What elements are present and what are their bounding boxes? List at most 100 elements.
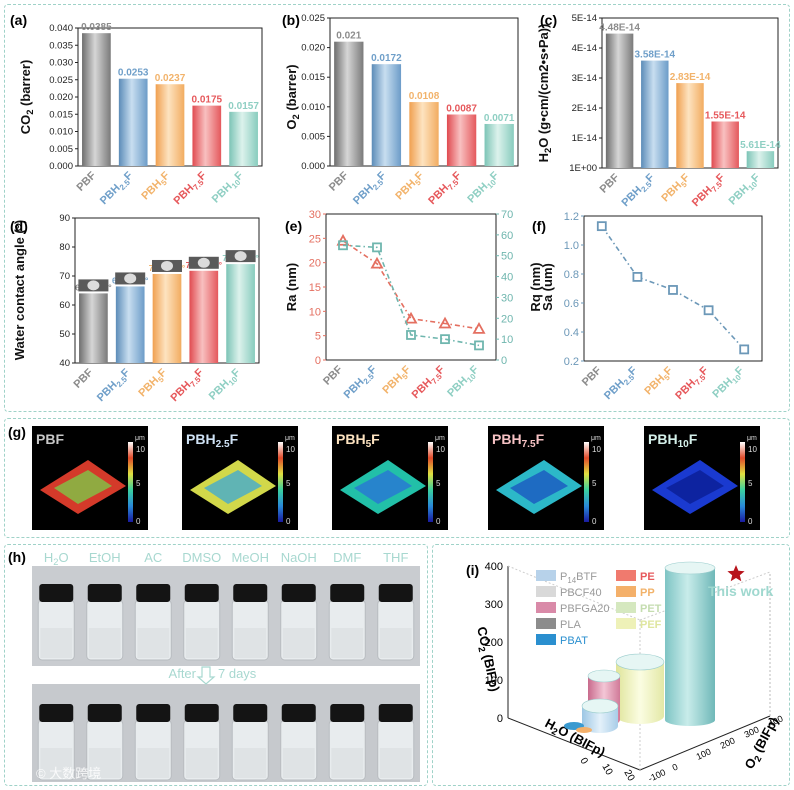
vial-cap xyxy=(87,584,122,602)
colorbar-tick: 5 xyxy=(286,479,291,488)
bar-value-label: 4.48E-14 xyxy=(599,23,640,34)
watermark: © 大数跨境 xyxy=(36,766,101,781)
colorbar-tick: 0 xyxy=(592,517,597,526)
y-tick-label: 40 xyxy=(59,358,70,369)
y-tick-label: 70 xyxy=(59,271,70,282)
x-tick-label: PBH10F xyxy=(465,169,502,206)
bar xyxy=(229,111,258,166)
legend-swatch xyxy=(536,602,556,613)
y-tick-label: 100 xyxy=(695,746,713,761)
x-tick-label: PBH7.5F xyxy=(168,366,207,405)
x-tick-label: PBF xyxy=(321,363,345,387)
panel-label-e: (e) xyxy=(285,218,303,234)
y-tick-label: 2E-14 xyxy=(572,103,597,114)
y-tick-label: 0.8 xyxy=(564,269,579,281)
afm-title: PBH7.5F xyxy=(492,431,545,450)
down-arrow-icon xyxy=(196,666,216,685)
panel-label-i: (i) xyxy=(466,562,480,578)
x-tick-label: PBH5F xyxy=(393,169,427,203)
bar-value-label: 0.0071 xyxy=(484,113,515,124)
colorbar-unit: μm xyxy=(285,435,295,442)
this-work-label: This work xyxy=(708,583,774,599)
colorbar-tick: 10 xyxy=(748,445,757,454)
y-tick-label: 0.2 xyxy=(564,356,579,368)
colorbar-unit: μm xyxy=(135,435,145,442)
afm-surface-detail xyxy=(54,470,112,504)
x-tick-label: PBH5F xyxy=(136,366,170,400)
vial-cap xyxy=(378,584,413,602)
solvent-label: NaOH xyxy=(281,550,317,565)
x-tick-label: PBH7.5F xyxy=(171,169,210,208)
solvent-label: THF xyxy=(383,550,408,565)
x-axis xyxy=(507,717,641,771)
x-tick-label: PBH7.5F xyxy=(426,169,465,208)
colorbar-tick: 5 xyxy=(136,479,141,488)
data-point xyxy=(474,340,484,351)
y-tick-label: 0.005 xyxy=(301,131,325,142)
bar xyxy=(152,273,182,363)
data-point xyxy=(404,311,418,324)
z-axis-title: CO2 (BIFp) xyxy=(472,625,502,693)
vial-liquid xyxy=(282,748,315,778)
vial-cap xyxy=(233,704,268,722)
x-tick-label: PBH10F xyxy=(207,366,244,403)
z-tick-label: 300 xyxy=(485,599,503,611)
panel-label-f: (f) xyxy=(532,218,546,234)
vial-liquid xyxy=(40,628,73,658)
legend-label: PBCF40 xyxy=(560,587,602,599)
frame-h xyxy=(4,544,428,786)
bar-value-label: 3.58E-14 xyxy=(635,50,676,61)
bar-value-label: 0.0157 xyxy=(228,101,259,112)
y-tick-label: 0.025 xyxy=(301,13,325,24)
y-tick-label: 60 xyxy=(501,230,513,242)
cylinder-this-work-top xyxy=(664,561,716,575)
colorbar-tick: 10 xyxy=(136,445,145,454)
vial-cap xyxy=(87,704,122,722)
afm-title: PBH2.5F xyxy=(186,431,239,450)
legend-label: PLA xyxy=(560,619,581,631)
colorbar-tick: 5 xyxy=(436,479,441,488)
x-tick-label: PBH5F xyxy=(642,364,676,398)
data-point xyxy=(472,322,486,334)
bar-value-label: 0.0172 xyxy=(371,53,402,64)
frame-i xyxy=(432,544,790,786)
colorbar-unit: μm xyxy=(435,435,445,442)
z-tick-label: 0 xyxy=(497,713,503,725)
bar xyxy=(605,33,634,168)
y-tick-label: 0.010 xyxy=(301,102,325,113)
vial-cap xyxy=(184,584,219,602)
cylinder-pef-top xyxy=(615,653,665,671)
bar xyxy=(155,84,185,166)
data-point xyxy=(632,271,643,282)
legend-swatch xyxy=(536,618,556,629)
droplet xyxy=(197,257,210,268)
x-tick-label: 20 xyxy=(621,768,636,784)
data-point xyxy=(703,305,714,316)
x-tick-label: PBH10F xyxy=(710,364,747,401)
y-tick-label: 0.015 xyxy=(49,109,73,120)
arrow-days: 7 days xyxy=(218,666,257,681)
panel-label-c: (c) xyxy=(540,12,558,28)
x-tick-label: 10 xyxy=(599,762,614,778)
y-tick-label: 0.040 xyxy=(49,23,73,34)
legend-label: PEF xyxy=(640,619,662,631)
y-tick-label: -100 xyxy=(647,767,668,784)
z-tick-label: 200 xyxy=(485,637,503,649)
y-tick-label: 0 xyxy=(315,355,321,367)
y-tick-label: 50 xyxy=(501,251,513,263)
afm-surface-detail xyxy=(204,470,262,504)
frame-top xyxy=(4,4,790,412)
y-tick-label: 25 xyxy=(309,233,321,245)
bar-value-label: 1.55E-14 xyxy=(705,111,746,122)
panel-label-d: (d) xyxy=(10,218,28,234)
x-tick-label: PBH10F xyxy=(727,171,764,208)
x-tick-label: PBH2.5F xyxy=(95,366,134,405)
legend-label: P14BTF xyxy=(560,571,597,585)
data-point xyxy=(336,233,350,246)
x-tick-label: 0 xyxy=(577,756,590,767)
y-tick-label: 0.4 xyxy=(564,327,579,339)
solvent-label: H2O xyxy=(44,550,69,567)
vial-liquid xyxy=(88,628,121,658)
colorbar xyxy=(584,442,589,522)
